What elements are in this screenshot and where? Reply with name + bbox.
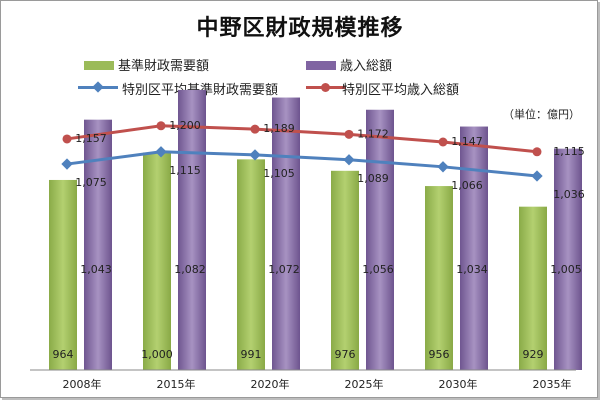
line-avg-demand-point bbox=[155, 146, 167, 158]
data-label-avg-demand: 1,105 bbox=[263, 167, 295, 180]
data-label-revenue: 1,082 bbox=[174, 263, 206, 276]
x-tick-label: 2015年 bbox=[157, 377, 196, 391]
data-label-avg-demand: 1,115 bbox=[169, 164, 201, 177]
data-label-revenue: 1,056 bbox=[362, 263, 394, 276]
data-label-demand: 1,000 bbox=[141, 348, 173, 361]
data-label-revenue: 1,034 bbox=[456, 263, 488, 276]
line-avg-demand-point bbox=[531, 170, 543, 182]
bar-demand bbox=[237, 159, 265, 370]
bar-demand bbox=[425, 186, 453, 370]
data-label-avg-demand: 1,089 bbox=[357, 172, 389, 185]
data-label-revenue: 1,072 bbox=[268, 263, 300, 276]
bar-revenue bbox=[84, 119, 112, 370]
data-label-demand: 991 bbox=[241, 348, 262, 361]
data-label-avg-revenue: 1,147 bbox=[451, 135, 483, 148]
data-label-avg-revenue: 1,200 bbox=[169, 119, 201, 132]
bar-revenue bbox=[460, 126, 488, 370]
data-label-revenue: 1,005 bbox=[550, 263, 582, 276]
chart-title: 中野区財政規模推移 bbox=[196, 16, 404, 41]
legend-swatch-revenue bbox=[306, 61, 336, 70]
data-label-demand: 956 bbox=[429, 348, 450, 361]
line-avg-demand bbox=[66, 150, 538, 178]
line-avg-demand-point bbox=[249, 149, 261, 161]
bar-revenue bbox=[272, 97, 300, 370]
data-label-avg-revenue: 1,189 bbox=[263, 122, 295, 135]
bar-revenue bbox=[178, 89, 206, 370]
bar-demand bbox=[49, 179, 77, 370]
legend-swatch-demand bbox=[84, 61, 114, 70]
bar-demand bbox=[143, 152, 171, 370]
line-avg-revenue bbox=[66, 124, 538, 154]
line-avg-revenue-point bbox=[156, 121, 166, 131]
bar-revenue bbox=[554, 148, 582, 370]
data-label-revenue: 1,043 bbox=[80, 263, 112, 276]
line-avg-revenue-point bbox=[532, 147, 542, 157]
line-avg-revenue-point bbox=[344, 129, 354, 139]
data-label-avg-revenue: 1,172 bbox=[357, 127, 389, 140]
data-label-avg-demand: 1,066 bbox=[451, 179, 483, 192]
legend-marker-avg-revenue bbox=[321, 83, 330, 92]
data-label-demand: 929 bbox=[523, 348, 544, 361]
line-avg-revenue-point bbox=[438, 137, 448, 147]
bar-revenue bbox=[366, 109, 394, 370]
data-label-demand: 964 bbox=[53, 348, 74, 361]
x-tick-label: 2030年 bbox=[439, 377, 478, 391]
data-label-avg-revenue: 1,157 bbox=[75, 132, 107, 145]
x-tick-label: 2020年 bbox=[251, 377, 290, 391]
data-label-avg-demand: 1,075 bbox=[75, 176, 107, 189]
x-tick-label: 2025年 bbox=[345, 377, 384, 391]
bar-demand bbox=[519, 206, 547, 370]
data-label-avg-demand: 1,036 bbox=[553, 188, 585, 201]
x-tick-label: 2008年 bbox=[63, 377, 102, 391]
legend-label-revenue: 歳入総額 bbox=[340, 59, 393, 74]
line-avg-demand-point bbox=[61, 158, 73, 170]
line-avg-demand-point bbox=[343, 154, 355, 166]
legend-label-demand: 基準財政需要額 bbox=[118, 59, 210, 74]
legend-label-avg-revenue: 特別区平均歳入総額 bbox=[342, 83, 460, 98]
line-avg-revenue-point bbox=[250, 124, 260, 134]
unit-note: （単位：億円） bbox=[503, 108, 580, 121]
bar-demand bbox=[331, 170, 359, 370]
data-label-avg-revenue: 1,115 bbox=[553, 145, 585, 158]
line-avg-demand-point bbox=[437, 161, 449, 173]
line-avg-revenue-point bbox=[62, 134, 72, 144]
x-tick-label: 2035年 bbox=[533, 377, 572, 391]
data-label-demand: 976 bbox=[335, 348, 356, 361]
